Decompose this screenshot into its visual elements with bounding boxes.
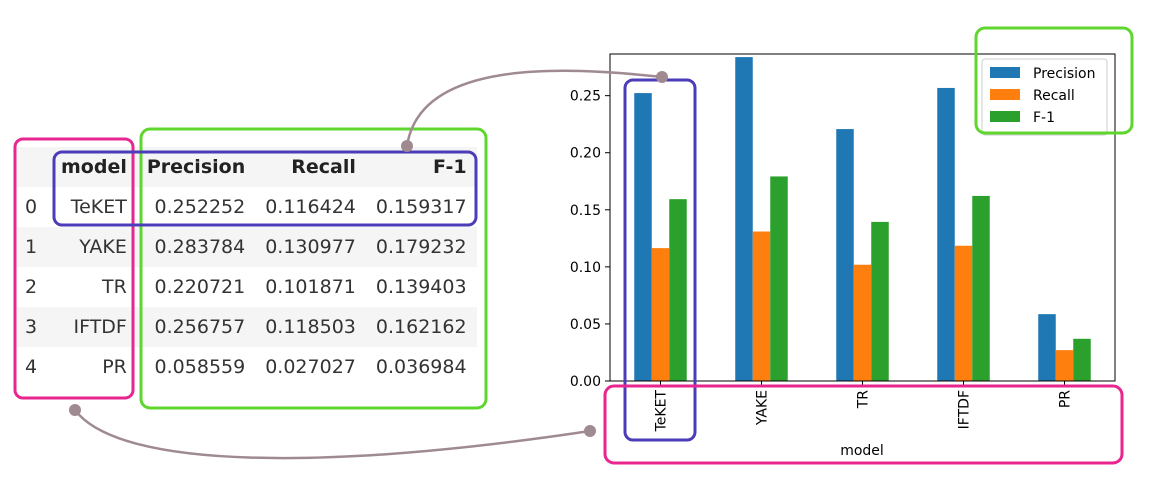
bar-f1-pr [1073, 338, 1091, 381]
bar-f1-yake [770, 176, 788, 381]
y-tick-label: 0.05 [570, 317, 601, 333]
bar-f1-teket [669, 199, 687, 381]
bar-recall-yake [752, 231, 771, 381]
y-tick-label: 0.25 [570, 89, 601, 105]
legend-swatch [990, 89, 1020, 100]
legend-swatch [990, 67, 1020, 78]
x-tick-label: YAKE [755, 390, 771, 426]
bar-precision-teket [634, 93, 652, 381]
bar-recall-pr [1055, 350, 1074, 381]
bar-f1-tr [871, 221, 889, 381]
legend-label: Recall [1033, 88, 1075, 104]
legend-label: F-1 [1033, 110, 1055, 126]
bar-precision-iftdf [937, 87, 955, 381]
y-axis: 0.00 0.05 0.10 0.15 0.20 0.25 [570, 89, 610, 390]
bar-recall-teket [651, 248, 670, 381]
y-tick-label: 0.15 [570, 203, 601, 219]
legend-label: Precision [1033, 66, 1095, 82]
legend-swatch [990, 111, 1020, 122]
bar-recall-tr [853, 264, 872, 381]
y-tick-label: 0.10 [570, 260, 601, 276]
bar-recall-iftdf [954, 245, 973, 381]
x-tick-label: TR [856, 390, 872, 410]
x-axis-label: model [840, 443, 884, 459]
x-tick-label: TeKET [654, 390, 670, 433]
y-tick-label: 0.00 [570, 374, 601, 390]
y-tick-label: 0.20 [570, 146, 601, 162]
bar-precision-tr [836, 129, 854, 381]
bar-f1-iftdf [972, 195, 990, 381]
legend: Precision Recall F-1 [981, 58, 1108, 136]
bar-precision-pr [1038, 314, 1056, 381]
x-tick-label: IFTDF [957, 390, 973, 429]
x-axis: TeKET YAKE TR IFTDF PR [654, 381, 1074, 432]
x-tick-label: PR [1058, 390, 1074, 408]
bar-precision-yake [735, 57, 753, 381]
